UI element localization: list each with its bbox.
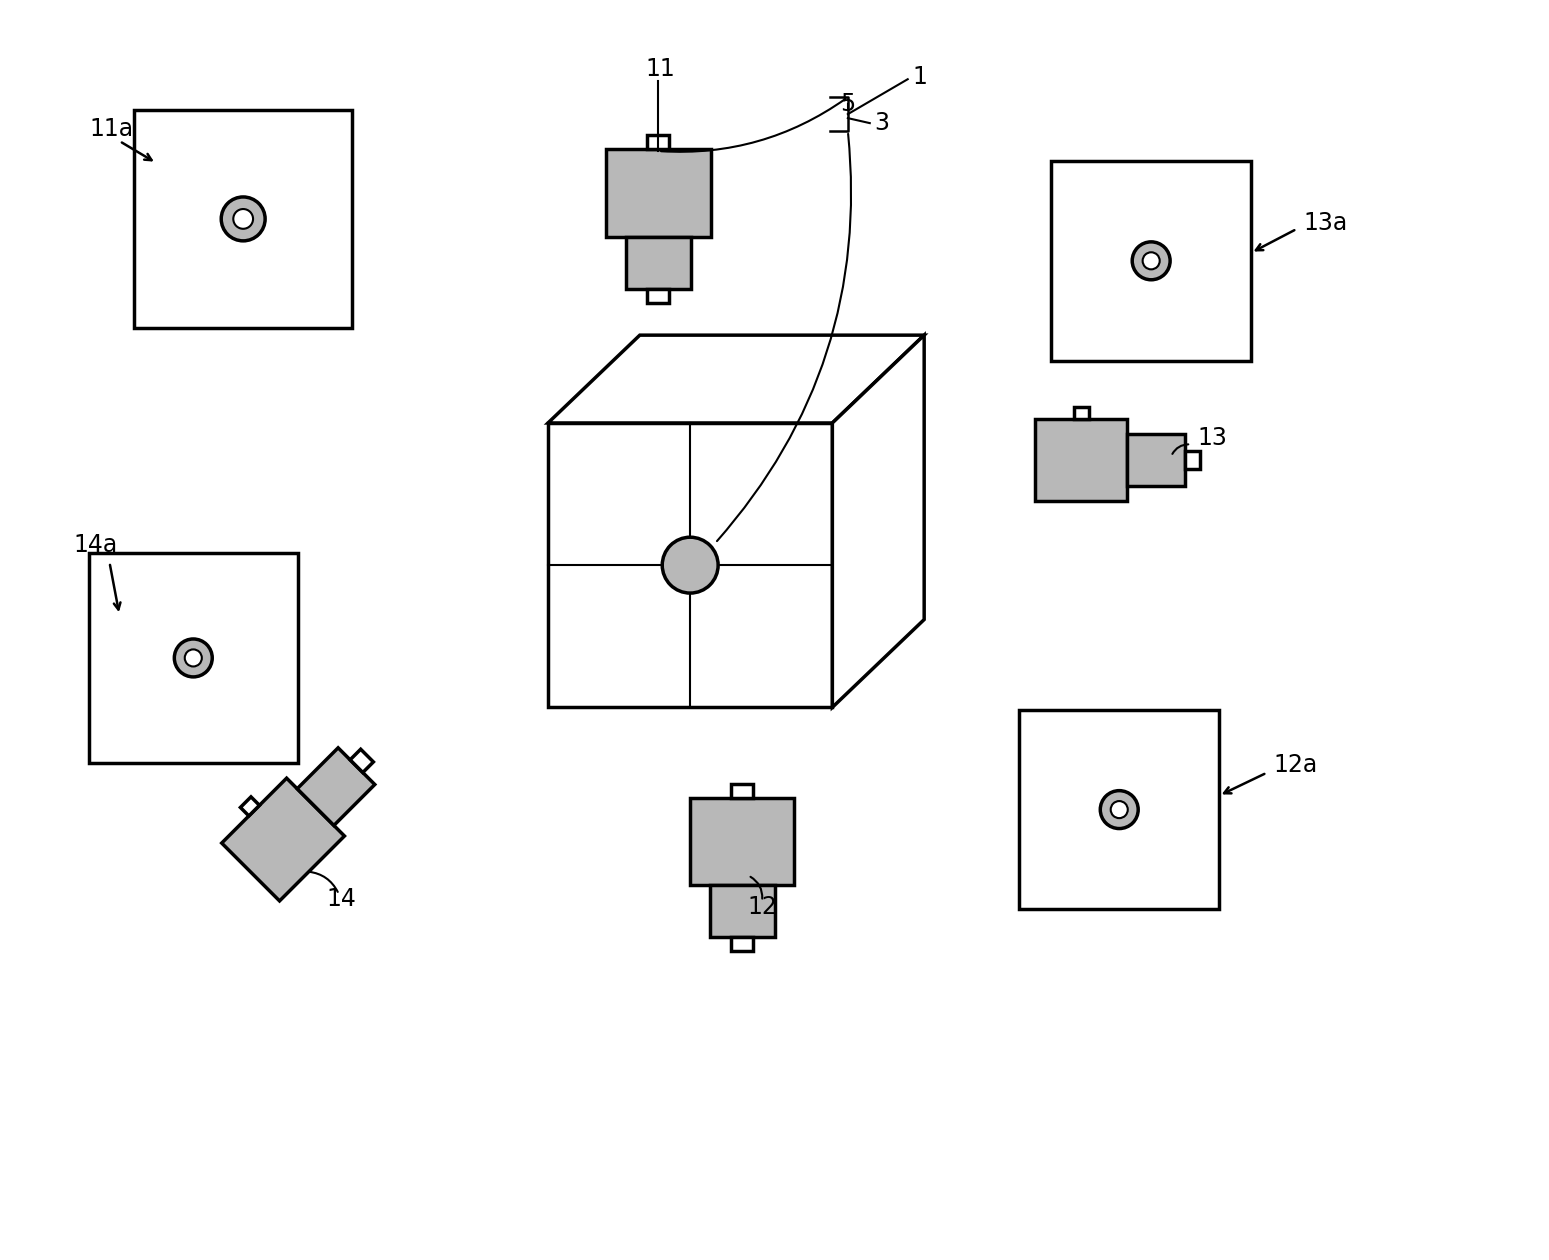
- Bar: [222, 779, 344, 901]
- Circle shape: [234, 209, 252, 229]
- Bar: [709, 886, 774, 937]
- Bar: [647, 289, 669, 302]
- Circle shape: [1143, 252, 1160, 270]
- Polygon shape: [548, 423, 832, 707]
- Text: 14a: 14a: [73, 533, 118, 557]
- Text: 12a: 12a: [1273, 752, 1318, 776]
- Bar: [350, 750, 373, 772]
- Text: 5: 5: [840, 92, 855, 116]
- Text: 3: 3: [874, 111, 889, 135]
- Text: 1: 1: [912, 66, 928, 89]
- Text: 11a: 11a: [90, 117, 133, 141]
- Text: 14: 14: [325, 887, 356, 911]
- Bar: [297, 748, 375, 825]
- Bar: [88, 553, 297, 762]
- Text: 12: 12: [747, 896, 778, 920]
- Text: 13: 13: [1197, 426, 1227, 450]
- Bar: [1073, 407, 1089, 420]
- Bar: [606, 149, 711, 237]
- Bar: [731, 784, 753, 798]
- Text: 11: 11: [646, 57, 675, 81]
- Bar: [1019, 709, 1219, 910]
- Bar: [1128, 435, 1185, 486]
- Bar: [240, 796, 259, 816]
- Circle shape: [175, 639, 212, 677]
- Bar: [647, 135, 669, 149]
- Circle shape: [1132, 242, 1169, 280]
- Polygon shape: [832, 335, 925, 707]
- Circle shape: [1111, 801, 1128, 818]
- Circle shape: [1100, 790, 1139, 829]
- Circle shape: [663, 537, 719, 593]
- Circle shape: [222, 197, 265, 241]
- Bar: [731, 937, 753, 951]
- Circle shape: [184, 649, 201, 667]
- Bar: [1035, 420, 1128, 501]
- Bar: [1185, 451, 1200, 470]
- Bar: [626, 237, 691, 289]
- Bar: [689, 798, 795, 886]
- Bar: [135, 110, 352, 328]
- Polygon shape: [548, 335, 925, 423]
- Bar: [1052, 161, 1252, 360]
- Text: 13a: 13a: [1304, 210, 1348, 234]
